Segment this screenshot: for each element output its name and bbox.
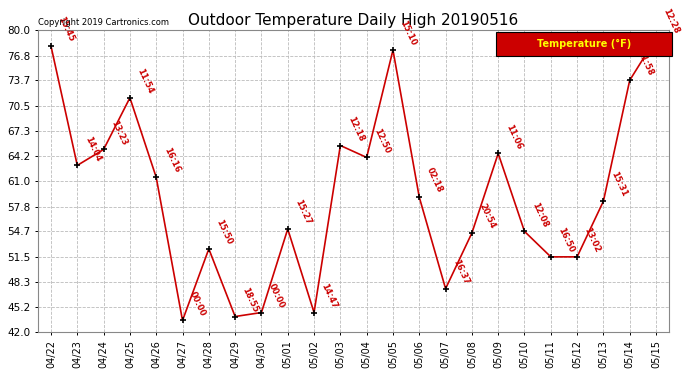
Title: Outdoor Temperature Daily High 20190516: Outdoor Temperature Daily High 20190516 (188, 13, 519, 28)
Text: Copyright 2019 Cartronics.com: Copyright 2019 Cartronics.com (38, 18, 169, 27)
Text: 15:50: 15:50 (215, 218, 234, 246)
Text: 15:27: 15:27 (293, 198, 313, 226)
Text: 16:50: 16:50 (556, 226, 576, 254)
Text: 11:06: 11:06 (504, 123, 523, 151)
Text: 12:28: 12:28 (662, 7, 681, 35)
Text: 12:08: 12:08 (530, 201, 549, 229)
Text: 13:23: 13:23 (109, 119, 128, 147)
Text: 00:00: 00:00 (267, 282, 286, 310)
Text: Temperature (°F): Temperature (°F) (537, 39, 631, 49)
Text: 14:47: 14:47 (319, 282, 339, 310)
Text: 15:31: 15:31 (609, 170, 629, 198)
Text: 18:55: 18:55 (241, 286, 260, 314)
Text: 20:54: 20:54 (477, 202, 497, 230)
Text: 16:16: 16:16 (161, 146, 181, 174)
Text: 00:00: 00:00 (188, 290, 208, 318)
Text: 16:37: 16:37 (451, 258, 471, 286)
FancyBboxPatch shape (495, 32, 672, 56)
Text: 15:45: 15:45 (57, 15, 76, 43)
Text: 14:04: 14:04 (83, 135, 102, 163)
Text: 11:54: 11:54 (135, 67, 155, 95)
Text: 11:58: 11:58 (635, 50, 655, 78)
Text: 12:18: 12:18 (346, 115, 366, 143)
Text: 15:10: 15:10 (399, 19, 418, 47)
Text: 13:02: 13:02 (582, 226, 602, 254)
Text: 02:18: 02:18 (425, 166, 444, 194)
Text: 12:50: 12:50 (372, 127, 392, 154)
